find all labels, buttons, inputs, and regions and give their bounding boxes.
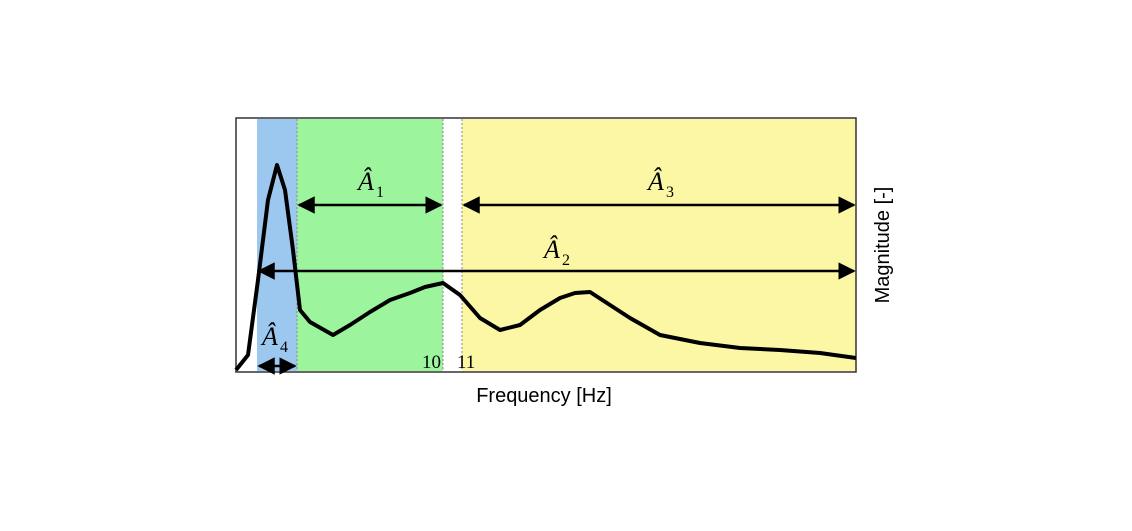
band-label: Â [542, 235, 560, 264]
band-subscript: 1 [376, 184, 384, 201]
band-subscript: 3 [666, 184, 674, 201]
band-3 [462, 119, 856, 371]
tick-label: 10 [422, 352, 441, 373]
band-subscript: 2 [562, 252, 570, 269]
band-subscript: 4 [280, 339, 288, 356]
x-axis-label: Frequency [Hz] [476, 385, 612, 407]
spectrum-curve [234, 163, 857, 372]
y-axis-label: Magnitude [-] [872, 187, 894, 304]
tick-label: 11 [457, 352, 475, 373]
band-label: Â [356, 167, 374, 196]
band-label: Â [260, 322, 278, 351]
band-label: Â [646, 167, 664, 196]
plot-frame [235, 117, 857, 373]
band-1 [297, 119, 443, 371]
